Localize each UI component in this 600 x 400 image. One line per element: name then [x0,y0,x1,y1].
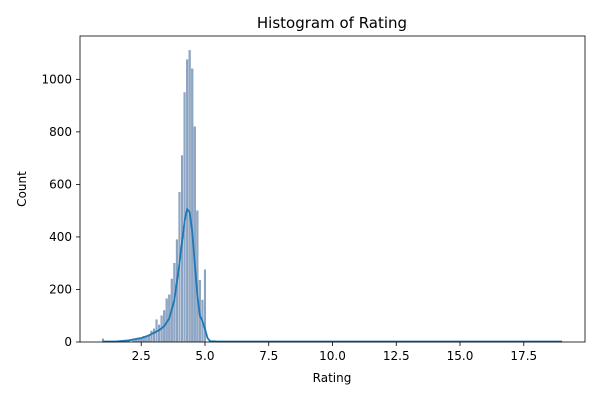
histogram-bar [152,328,156,343]
y-tick-label: 200 [49,282,72,296]
x-ticks: 2.5 5.0 7.5 10.0 12.5 15.0 17.5 [132,342,537,363]
x-tick-label: 10.0 [319,349,346,363]
histogram-bar [158,324,161,343]
kde-group [102,207,563,343]
histogram-bar [140,338,143,343]
y-axis-label: Count [15,171,29,207]
y-tick-label: 800 [49,125,72,139]
y-tick-label: 0 [64,335,72,349]
kde-line [102,207,563,343]
histogram-bar [145,337,148,343]
chart-title: Histogram of Rating [257,14,407,32]
y-tick-label: 1000 [41,72,72,86]
x-tick-label: 12.5 [383,349,410,363]
x-tick-label: 5.0 [195,349,214,363]
x-tick-label: 2.5 [132,349,151,363]
histogram-bar [150,330,153,343]
y-ticks: 0 200 400 600 800 1000 [41,72,80,349]
x-tick-label: 15.0 [447,349,474,363]
x-tick-label: 7.5 [259,349,278,363]
histogram-bar [188,50,191,343]
y-tick-label: 600 [49,177,72,191]
histogram-bar [191,68,194,343]
x-axis-label: Rating [313,371,352,385]
histogram-bar [186,59,189,343]
histogram-bar [193,126,196,343]
x-tick-label: 17.5 [510,349,537,363]
y-tick-label: 400 [49,230,72,244]
